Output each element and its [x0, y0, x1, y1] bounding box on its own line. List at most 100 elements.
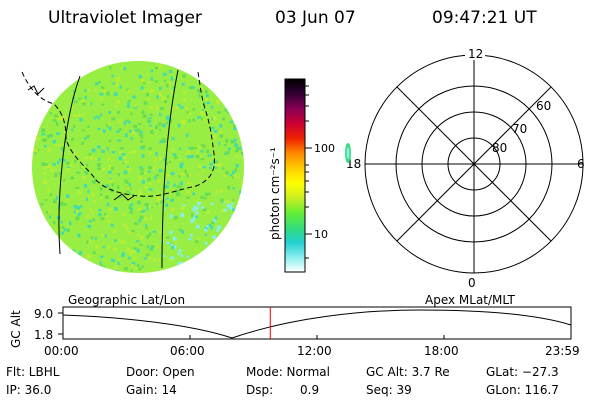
imager-speckle — [181, 172, 185, 176]
imager-speckle — [120, 147, 124, 150]
imager-speckle — [126, 247, 131, 252]
imager-speckle — [124, 179, 128, 184]
imager-speckle — [106, 202, 110, 207]
imager-speckle — [181, 82, 185, 86]
imager-speckle — [55, 196, 59, 200]
imager-speckle — [185, 167, 189, 171]
imager-speckle — [169, 160, 172, 163]
colorbar-unit-label: photon cm⁻²s⁻¹ — [268, 147, 282, 240]
imager-speckle — [75, 216, 80, 221]
imager-speckle — [165, 116, 170, 121]
imager-speckle — [150, 69, 154, 73]
imager-speckle — [107, 220, 111, 223]
imager-speckle — [56, 132, 60, 135]
imager-speckle — [180, 106, 184, 110]
imager-speckle — [121, 253, 125, 257]
imager-speckle — [88, 220, 93, 223]
imager-speckle — [163, 198, 166, 202]
imager-speckle — [170, 90, 173, 94]
imager-speckle — [95, 115, 98, 118]
imager-speckle — [217, 111, 222, 114]
imager-speckle — [70, 176, 74, 180]
imager-speckle — [161, 254, 165, 257]
imager-speckle — [122, 251, 125, 255]
imager-speckle — [192, 86, 196, 89]
imager-speckle — [36, 137, 41, 141]
imager-speckle — [141, 110, 145, 115]
imager-speckle — [186, 155, 190, 159]
imager-speckle — [130, 137, 133, 140]
imager-speckle — [81, 99, 85, 103]
imager-speckle — [194, 206, 199, 210]
imager-speckle — [73, 90, 76, 94]
imager-speckle — [200, 157, 204, 161]
imager-speckle — [186, 150, 190, 155]
imager-speckle — [46, 188, 50, 191]
imager-speckle — [86, 214, 90, 219]
imager-speckle — [129, 203, 134, 207]
imager-speckle — [187, 238, 192, 241]
imager-speckle — [123, 121, 127, 125]
imager-speckle — [71, 137, 74, 141]
imager-speckle — [102, 86, 105, 89]
imager-speckle — [198, 93, 201, 98]
imager-speckle — [130, 269, 133, 272]
imager-speckle — [159, 128, 162, 131]
time-label: 09:47:21 UT — [432, 8, 537, 28]
imager-speckle — [193, 216, 197, 220]
imager-speckle — [170, 76, 174, 81]
imager-speckle — [118, 156, 123, 161]
imager-speckle — [98, 209, 102, 212]
imager-speckle — [221, 208, 225, 213]
imager-speckle — [171, 137, 175, 141]
imager-speckle — [47, 148, 51, 152]
imager-speckle — [179, 186, 182, 190]
imager-speckle — [197, 89, 201, 92]
imager-speckle — [203, 197, 207, 200]
imager-speckle — [33, 148, 38, 152]
imager-speckle — [196, 237, 200, 242]
imager-speckle — [212, 117, 217, 121]
imager-speckle — [132, 150, 136, 154]
imager-speckle — [197, 145, 201, 150]
imager-speckle — [221, 167, 225, 170]
imager-speckle — [182, 74, 186, 78]
imager-speckle — [196, 174, 199, 178]
imager-speckle — [178, 228, 182, 232]
imager-speckle — [186, 196, 190, 199]
imager-speckle — [140, 140, 143, 143]
imager-speckle — [233, 124, 236, 129]
polar-plot — [364, 54, 584, 274]
imager-speckle — [128, 99, 131, 103]
imager-speckle — [49, 193, 53, 197]
imager-speckle — [110, 223, 114, 227]
imager-speckle — [76, 205, 81, 210]
imager-speckle — [84, 171, 88, 174]
imager-speckle — [195, 199, 199, 203]
imager-speckle — [195, 215, 198, 219]
imager-speckle — [144, 217, 149, 221]
status-filter: Flt: LBHL — [6, 365, 60, 379]
imager-speckle — [141, 154, 145, 158]
imager-speckle — [150, 216, 153, 220]
imager-speckle — [148, 188, 153, 191]
imager-speckle — [73, 210, 77, 214]
timeline-left-title: Geographic Lat/Lon — [68, 293, 185, 307]
imager-speckle — [93, 200, 96, 203]
imager-speckle — [78, 251, 82, 256]
imager-speckle — [234, 149, 239, 153]
imager-speckle — [163, 208, 166, 211]
timeline-tick-2359: 23:59 — [545, 344, 580, 358]
imager-speckle — [111, 117, 116, 121]
imager-speckle — [165, 83, 169, 88]
imager-speckle — [61, 201, 64, 206]
imager-speckle — [84, 157, 87, 160]
imager-speckle — [137, 122, 142, 125]
imager-speckle — [150, 76, 153, 81]
imager-speckle — [223, 174, 226, 178]
imager-speckle — [175, 189, 179, 193]
imager-speckle — [127, 168, 131, 171]
imager-speckle — [166, 95, 170, 98]
imager-speckle — [97, 116, 100, 120]
imager-speckle — [142, 81, 146, 85]
